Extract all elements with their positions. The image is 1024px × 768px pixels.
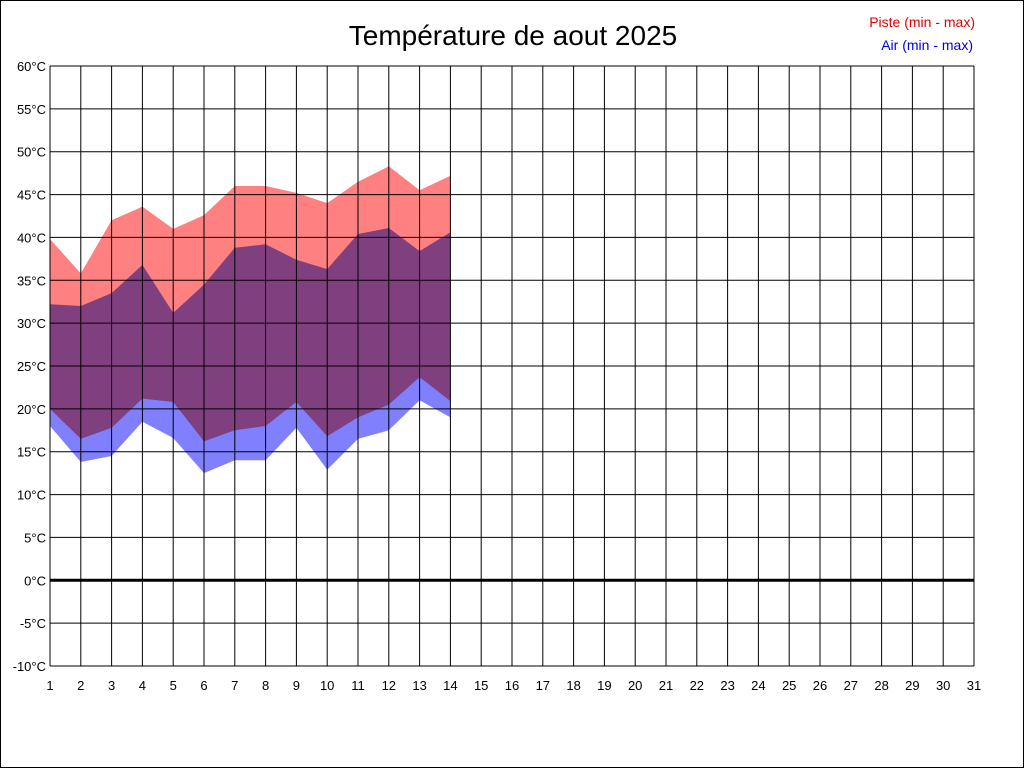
- x-tick-label: 26: [813, 678, 827, 693]
- x-tick-label: 17: [536, 678, 550, 693]
- y-tick-label: 20°C: [17, 402, 46, 417]
- y-tick-label: 0°C: [24, 573, 46, 588]
- x-tick-label: 22: [690, 678, 704, 693]
- y-tick-label: -5°C: [20, 616, 46, 631]
- x-tick-label: 11: [351, 678, 365, 693]
- x-tick-label: 28: [874, 678, 888, 693]
- x-tick-label: 14: [443, 678, 457, 693]
- legend-piste: Piste (min - max): [869, 14, 975, 30]
- chart-title: Température de aout 2025: [349, 20, 677, 51]
- x-tick-label: 9: [293, 678, 300, 693]
- x-tick-label: 27: [844, 678, 858, 693]
- x-tick-label: 8: [262, 678, 269, 693]
- grid-layer: [49, 65, 975, 667]
- y-tick-label: 55°C: [17, 102, 46, 117]
- y-tick-label: -10°C: [13, 659, 46, 674]
- y-tick-label: 5°C: [24, 530, 46, 545]
- legend-air: Air (min - max): [881, 37, 973, 53]
- x-tick-label: 3: [108, 678, 115, 693]
- x-tick-label: 19: [597, 678, 611, 693]
- x-tick-label: 30: [936, 678, 950, 693]
- y-tick-label: 45°C: [17, 188, 46, 203]
- x-axis-tick-labels: 1 2 3 4 5 6 7 8 9 10 11 12 13 14 15 16 17 18 19 20 21 22 23 24 2…: [46, 678, 981, 693]
- y-tick-label: 30°C: [17, 316, 46, 331]
- series-band-air: [50, 228, 451, 474]
- y-tick-label: 25°C: [17, 359, 46, 374]
- y-tick-label: 35°C: [17, 273, 46, 288]
- x-tick-label: 29: [905, 678, 919, 693]
- x-tick-label: 24: [751, 678, 765, 693]
- x-tick-label: 21: [659, 678, 673, 693]
- x-tick-label: 31: [967, 678, 981, 693]
- x-tick-label: 20: [628, 678, 642, 693]
- x-tick-label: 7: [231, 678, 238, 693]
- x-tick-label: 13: [412, 678, 426, 693]
- y-tick-label: 10°C: [17, 488, 46, 503]
- x-tick-label: 10: [320, 678, 334, 693]
- x-tick-label: 23: [720, 678, 734, 693]
- x-tick-label: 15: [474, 678, 488, 693]
- y-tick-label: 40°C: [17, 230, 46, 245]
- y-axis-tick-labels: -10°C -5°C 0°C 5°C 10°C 15°C 20°C 25°C 30°C 35°C 4…: [13, 59, 46, 674]
- x-tick-label: 6: [200, 678, 207, 693]
- x-tick-label: 5: [170, 678, 177, 693]
- x-tick-label: 1: [46, 678, 53, 693]
- x-tick-label: 18: [566, 678, 580, 693]
- x-tick-label: 12: [382, 678, 396, 693]
- x-tick-label: 2: [77, 678, 84, 693]
- series-layer: [50, 166, 451, 474]
- y-tick-label: 15°C: [17, 445, 46, 460]
- y-tick-label: 50°C: [17, 145, 46, 160]
- x-tick-label: 16: [505, 678, 519, 693]
- y-tick-label: 60°C: [17, 59, 46, 74]
- x-tick-label: 25: [782, 678, 796, 693]
- x-tick-label: 4: [139, 678, 146, 693]
